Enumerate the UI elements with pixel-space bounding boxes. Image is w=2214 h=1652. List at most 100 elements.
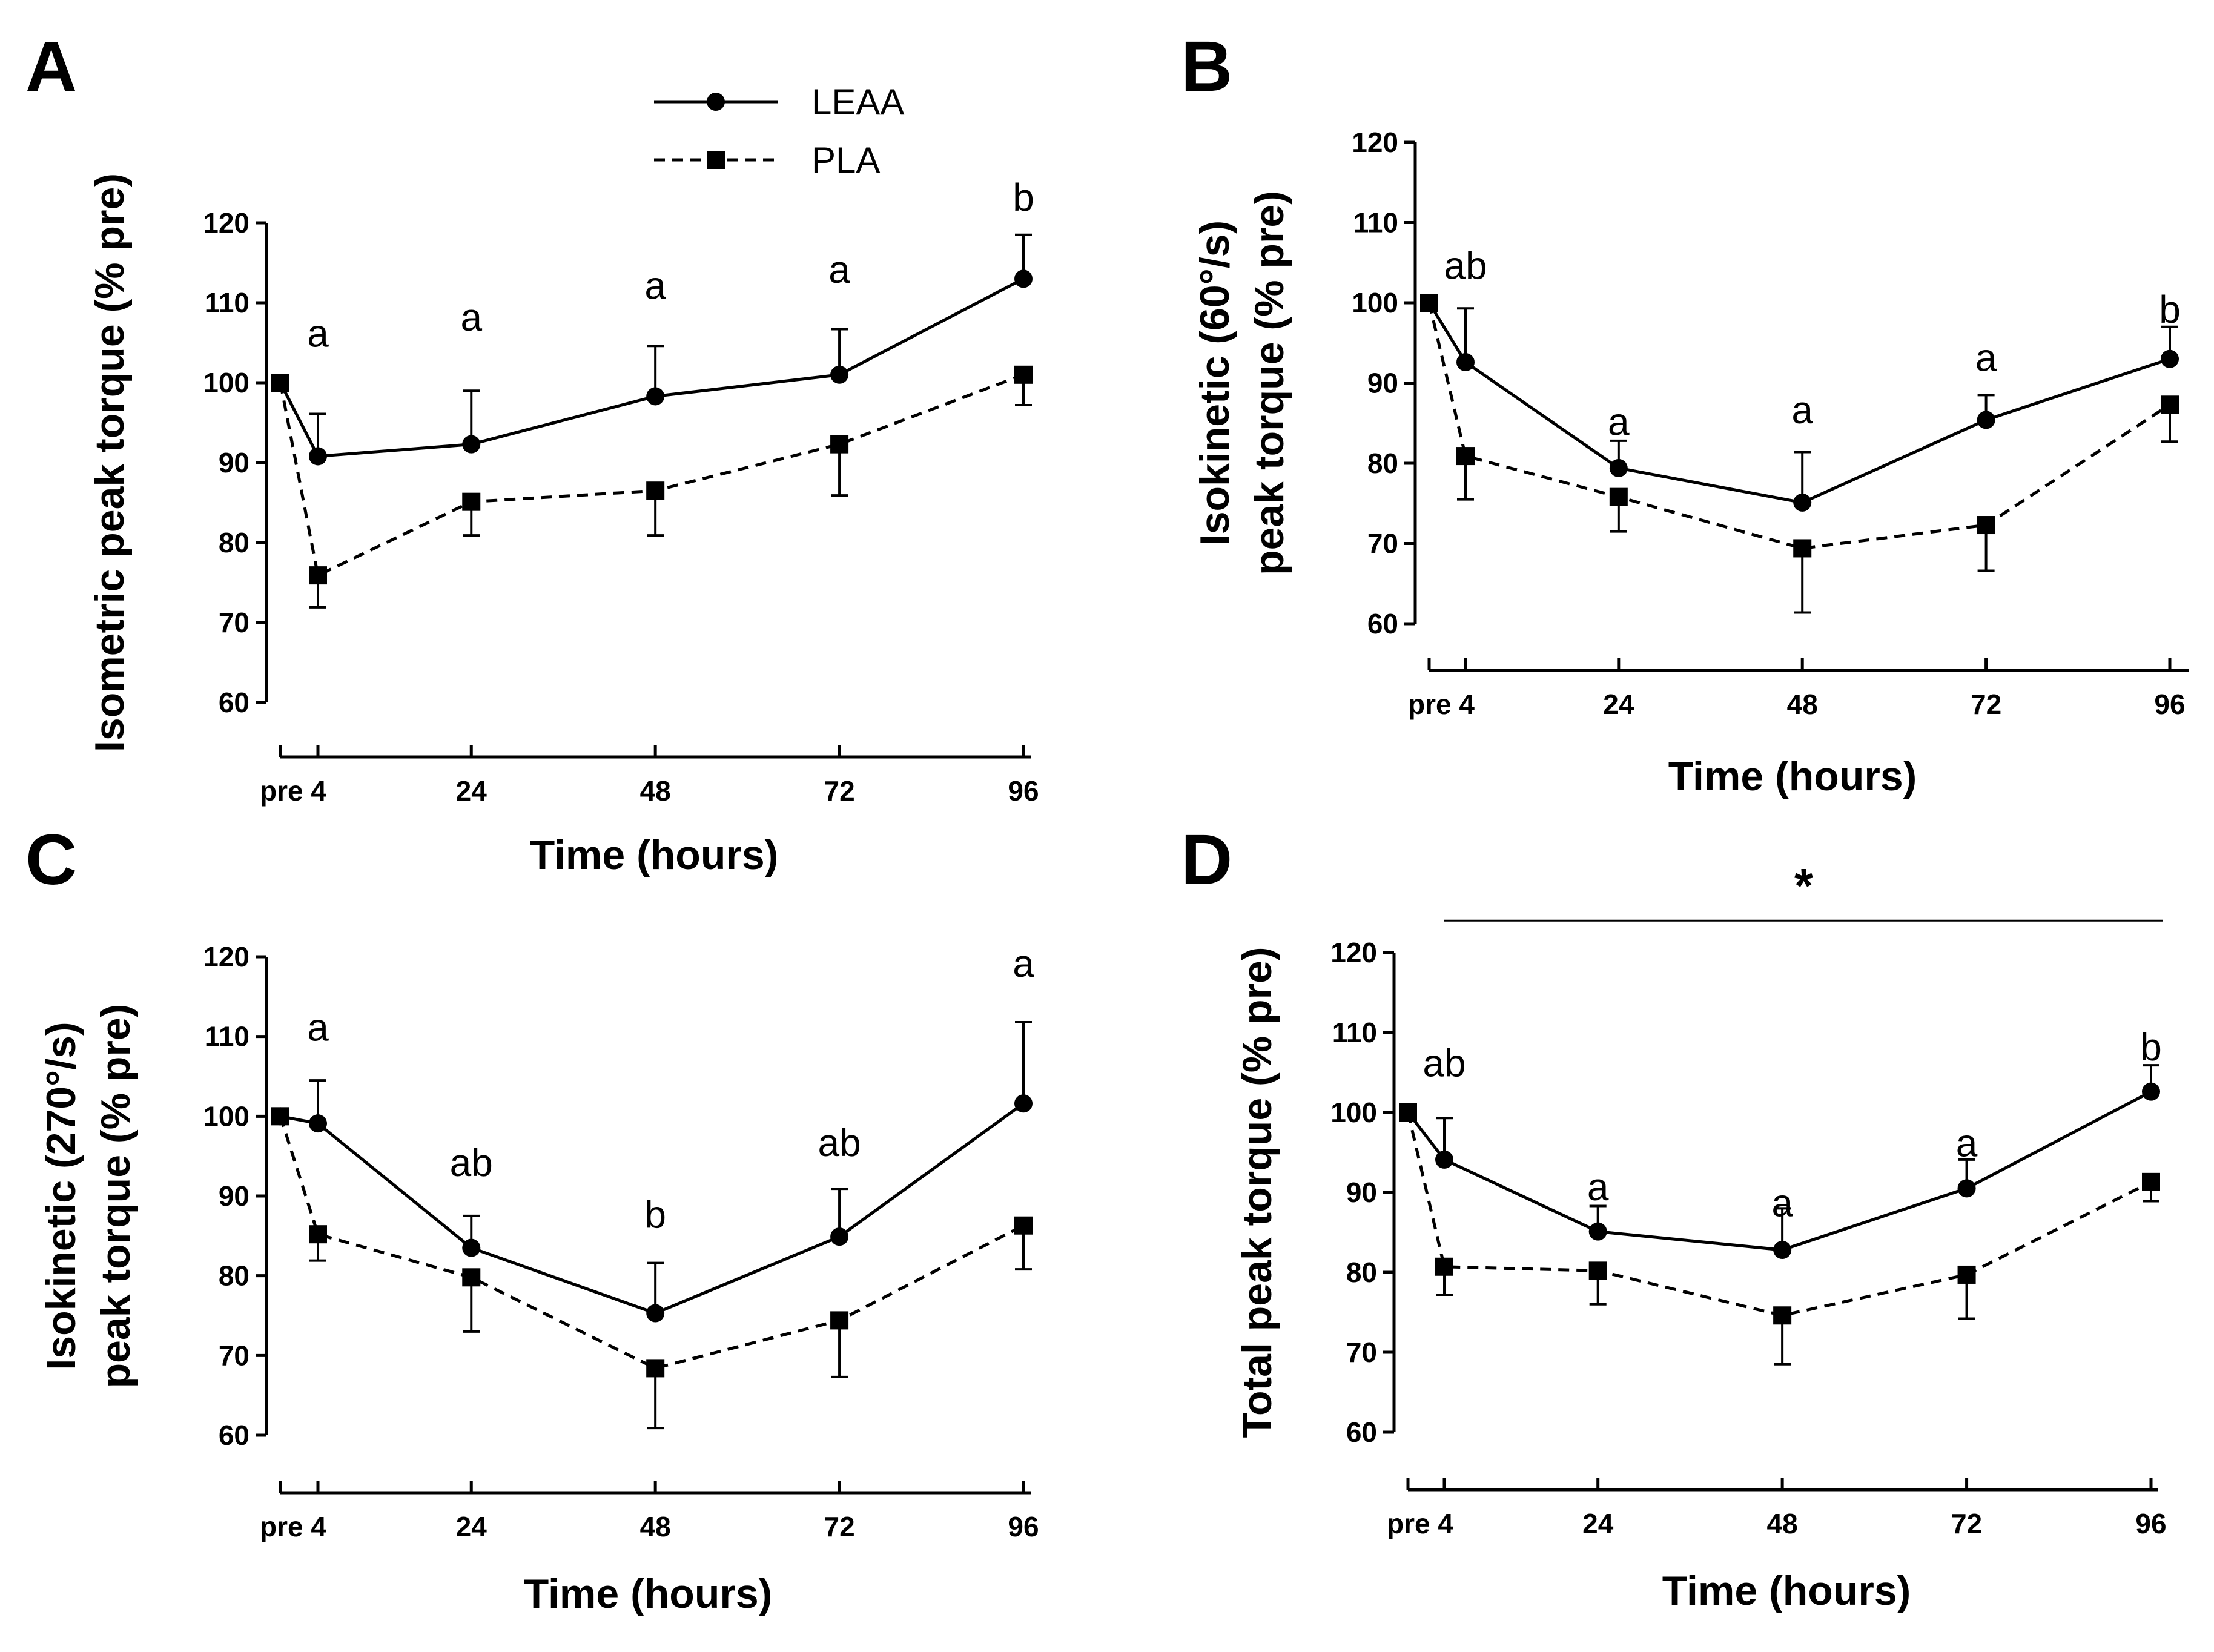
series-line [279,373,1024,578]
significance-label: a [1771,1181,1793,1225]
panel-d: D 60 70 80 90 100 110 120 pre 4 24 48 72 96 Time (hou… [1181,820,2167,1614]
series-leaa [1399,1064,2160,1260]
y-tick-label: 110 [1332,1017,1377,1048]
y-tick-label: 120 [203,207,249,239]
y-tick-label: 60 [1346,1416,1377,1448]
y-tick-label: 120 [203,941,249,973]
legend: LEAA PLA [654,82,904,180]
y-tick-label: 110 [205,287,249,319]
data-point-square [1435,1257,1453,1276]
data-point-square [1793,539,1812,558]
data-point-square [1773,1306,1792,1325]
x-axis-title: Time (hours) [1668,753,1917,799]
series-line [1406,1112,2152,1317]
series-line [279,277,1025,458]
y-tick-label: 90 [219,447,249,478]
y-tick-label: 120 [1352,127,1398,158]
data-point-circle [309,447,327,466]
data-point-circle [1609,458,1628,477]
y-tick-label: 100 [1352,287,1398,319]
x-tick-label: 96 [2154,689,2185,720]
x-tick-label: 48 [640,1511,671,1542]
data-point-circle [1014,1094,1033,1113]
data-point-circle [1399,1103,1417,1122]
significance-label: a [828,248,850,291]
y-tick-label: 90 [1346,1177,1377,1208]
y-tick-label: 60 [219,1419,249,1451]
y-axis-title: Isokinetic (60°/s) [1192,220,1238,546]
data-point-square [1456,447,1475,466]
panel-letter: C [25,820,77,900]
y-tick-label: 80 [1367,448,1398,479]
x-tick-label: pre 4 [1408,689,1475,720]
y-tick-label: 100 [203,1100,249,1132]
y-tick-label: 70 [219,607,249,638]
x-axis-title: Time (hours) [1662,1568,1911,1614]
data-point-circle [271,374,289,392]
panel-letter: D [1181,820,1232,900]
data-point-square [462,492,481,511]
series-line [1427,302,2171,550]
data-point-square [1609,487,1628,506]
x-tick-label: 96 [1008,775,1039,807]
data-point-square [646,481,665,500]
significance-label: ab [818,1121,861,1165]
significance-label: a [1975,336,1997,380]
data-point-circle [646,387,665,406]
data-point-circle [1014,269,1033,288]
y-tick-label: 70 [219,1340,249,1371]
significance-label: a [460,296,482,339]
x-tick-label: 24 [456,775,487,807]
y-tick-label: 80 [219,1260,249,1292]
data-point-circle [1773,1241,1792,1260]
significance-label: a [307,312,329,355]
data-point-circle [2161,349,2179,368]
x-axis-title: Time (hours) [530,832,779,878]
series-line [1407,1090,2152,1252]
data-point-square [2161,395,2179,414]
significance-label: ab [1423,1042,1466,1085]
significance-label: a [1791,388,1813,432]
data-point-circle [462,435,481,454]
series-line [1427,302,2170,504]
significance-label: a [1956,1122,1978,1165]
x-tick-label: 72 [824,775,855,807]
significance-label: b [2159,288,2181,331]
panel-c: C 60 70 80 90 100 110 120 pre 4 24 48 72 96 Time (hou… [25,820,1039,1617]
significance-label: ab [1444,243,1487,287]
data-point-circle [1588,1222,1607,1241]
y-axis-title: Isokinetic (270°/s) [38,1022,84,1370]
data-point-circle [271,1107,289,1126]
data-point-circle [830,1227,849,1246]
data-point-circle [830,365,849,384]
x-tick-label: 72 [824,1511,855,1542]
x-tick-label: pre 4 [260,1511,326,1542]
data-point-square [462,1268,481,1287]
x-tick-label: 24 [456,1511,487,1542]
significance-label: a [644,263,666,307]
significance-label: a [1608,400,1630,444]
y-tick-label: 100 [1330,1097,1377,1128]
data-point-circle [1957,1179,1976,1198]
significance-star: * [1794,859,1814,913]
y-tick-label: 90 [219,1180,249,1212]
y-axis-title: peak torque (% pre) [93,1004,139,1389]
legend-label: LEAA [811,82,904,122]
data-point-square [1014,365,1033,384]
y-axis-title: Total peak torque (% pre) [1234,947,1280,1438]
significance-label: ab [450,1141,493,1184]
y-tick-label: 80 [1346,1257,1377,1288]
data-point-circle [1977,411,1995,429]
x-tick-label: 48 [640,775,671,807]
data-point-square [1588,1261,1607,1280]
data-point-square [830,1311,849,1330]
x-tick-label: 72 [1971,689,2001,720]
x-tick-label: 72 [1951,1508,1982,1539]
data-point-circle [1420,294,1438,312]
data-point-square [309,566,327,585]
panel-letter: A [25,27,77,107]
data-point-square [309,1225,327,1244]
x-tick-label: 96 [1008,1511,1039,1542]
data-point-circle [1456,353,1475,372]
x-tick-label: pre 4 [1387,1508,1453,1539]
